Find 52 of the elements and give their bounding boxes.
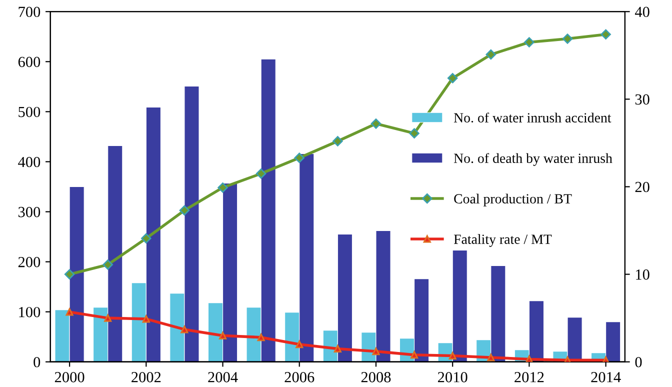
x-tick-label: 2002 (132, 372, 161, 382)
point (332, 136, 343, 146)
point (141, 233, 152, 244)
point (372, 348, 380, 356)
y-tick-label: 700 (18, 6, 40, 18)
point (409, 128, 420, 138)
y2-tick-label: 10 (636, 269, 650, 280)
legend-label: No. of water inrush accident (454, 112, 612, 123)
point (218, 182, 228, 193)
point (257, 334, 265, 342)
point (104, 314, 112, 322)
point (294, 152, 304, 163)
point (256, 168, 266, 179)
y-tick-label: 200 (18, 256, 40, 268)
point (218, 332, 227, 340)
point (448, 352, 456, 360)
point (524, 37, 534, 48)
point (562, 34, 573, 44)
point (142, 315, 150, 323)
y-tick-label: 0 (34, 356, 40, 368)
y2-tick-label: 40 (634, 6, 650, 18)
x-tick-label: 2014 (591, 372, 621, 382)
y-tick-label: 600 (18, 56, 40, 68)
point (600, 29, 611, 40)
point (102, 260, 113, 270)
point (66, 308, 74, 316)
point (334, 344, 342, 353)
point (410, 351, 418, 359)
point (179, 205, 190, 216)
x-tick-label: 2010 (438, 372, 468, 382)
y2-tick-label: 30 (635, 94, 650, 105)
y2-tick-label: 0 (635, 356, 642, 368)
y-tick-label: 400 (18, 156, 40, 168)
point (487, 354, 495, 362)
point (296, 340, 304, 348)
legend-label: Fatality rate / MT (454, 234, 552, 247)
x-tick-label: 2004 (208, 372, 238, 382)
y-tick-label: 100 (19, 306, 40, 318)
y2-tick-label: 20 (635, 182, 650, 192)
point (447, 73, 458, 84)
legend-label: Coal production / BT (454, 194, 572, 206)
x-tick-label: 2012 (514, 372, 544, 382)
point (64, 269, 75, 280)
point (486, 49, 496, 60)
point (370, 118, 382, 129)
point (180, 326, 188, 334)
x-tick-label: 2008 (361, 372, 391, 382)
y-tick-label: 500 (18, 106, 40, 118)
legend-label: No. of death by water inrush (454, 153, 612, 166)
x-tick-label: 2006 (284, 372, 314, 382)
x-tick-label: 2000 (54, 372, 84, 382)
y-tick-label: 300 (18, 206, 40, 218)
